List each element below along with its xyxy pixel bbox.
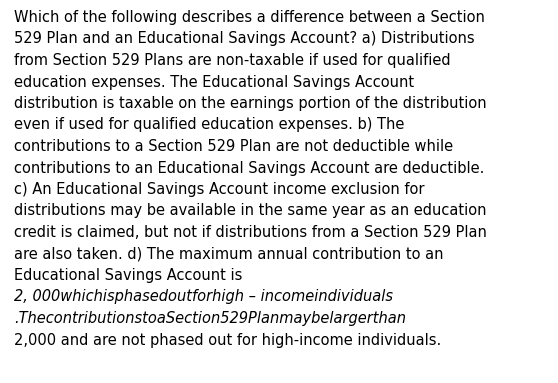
Text: distributions may be available in the same year as an education: distributions may be available in the sa…	[14, 203, 487, 218]
Text: from Section 529 Plans are non-taxable if used for qualified: from Section 529 Plans are non-taxable i…	[14, 53, 451, 68]
Text: 2,000 and are not phased out for high-income individuals.: 2,000 and are not phased out for high-in…	[14, 332, 441, 347]
Text: c) An Educational Savings Account income exclusion for: c) An Educational Savings Account income…	[14, 182, 425, 197]
Text: are also taken. d) The maximum annual contribution to an: are also taken. d) The maximum annual co…	[14, 247, 444, 262]
Text: .ThecontributionstoaSection529Planmaybelargerthan: .ThecontributionstoaSection529Planmaybel…	[14, 311, 406, 326]
Text: even if used for qualified education expenses. b) The: even if used for qualified education exp…	[14, 118, 405, 133]
Text: contributions to an Educational Savings Account are deductible.: contributions to an Educational Savings …	[14, 160, 484, 175]
Text: credit is claimed, but not if distributions from a Section 529 Plan: credit is claimed, but not if distributi…	[14, 225, 487, 240]
Text: Which of the following describes a difference between a Section: Which of the following describes a diffe…	[14, 10, 485, 25]
Text: distribution is taxable on the earnings portion of the distribution: distribution is taxable on the earnings …	[14, 96, 487, 111]
Text: Educational Savings Account is: Educational Savings Account is	[14, 268, 242, 283]
Text: education expenses. The Educational Savings Account: education expenses. The Educational Savi…	[14, 75, 414, 90]
Text: 2, 000whichisphasedoutforhigh – incomeindividuals: 2, 000whichisphasedoutforhigh – incomein…	[14, 290, 393, 304]
Text: contributions to a Section 529 Plan are not deductible while: contributions to a Section 529 Plan are …	[14, 139, 453, 154]
Text: 529 Plan and an Educational Savings Account? a) Distributions: 529 Plan and an Educational Savings Acco…	[14, 31, 475, 46]
